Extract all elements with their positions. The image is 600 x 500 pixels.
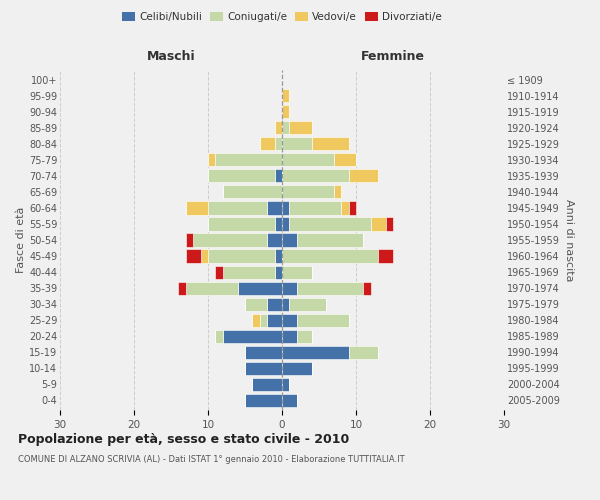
Bar bbox=[282, 330, 297, 343]
Bar bbox=[275, 121, 282, 134]
Bar bbox=[282, 282, 297, 294]
Bar bbox=[245, 362, 282, 375]
Bar bbox=[260, 314, 267, 327]
Bar bbox=[282, 314, 297, 327]
Bar bbox=[282, 105, 289, 118]
Bar bbox=[215, 153, 282, 166]
Bar bbox=[253, 378, 282, 391]
Bar bbox=[253, 314, 260, 327]
Bar bbox=[289, 218, 371, 230]
Bar bbox=[275, 250, 282, 262]
Text: Popolazione per età, sesso e stato civile - 2010: Popolazione per età, sesso e stato civil… bbox=[18, 432, 349, 446]
Text: Maschi: Maschi bbox=[146, 50, 196, 63]
Bar bbox=[282, 346, 349, 359]
Bar bbox=[282, 89, 289, 102]
Bar bbox=[282, 137, 311, 150]
Bar bbox=[267, 202, 282, 214]
Bar bbox=[378, 250, 393, 262]
Bar bbox=[349, 346, 378, 359]
Bar bbox=[297, 282, 364, 294]
Bar bbox=[215, 266, 223, 278]
Bar bbox=[267, 298, 282, 310]
Bar bbox=[282, 202, 289, 214]
Bar bbox=[282, 170, 349, 182]
Bar bbox=[349, 170, 378, 182]
Bar bbox=[282, 378, 289, 391]
Text: COMUNE DI ALZANO SCRIVIA (AL) - Dati ISTAT 1° gennaio 2010 - Elaborazione TUTTIT: COMUNE DI ALZANO SCRIVIA (AL) - Dati IST… bbox=[18, 456, 404, 464]
Bar bbox=[245, 298, 267, 310]
Bar bbox=[289, 202, 341, 214]
Bar bbox=[282, 266, 311, 278]
Text: Femmine: Femmine bbox=[361, 50, 425, 63]
Bar bbox=[223, 330, 282, 343]
Bar bbox=[223, 266, 275, 278]
Bar bbox=[275, 170, 282, 182]
Bar bbox=[386, 218, 393, 230]
Bar bbox=[282, 186, 334, 198]
Bar bbox=[208, 250, 275, 262]
Bar bbox=[297, 330, 311, 343]
Bar bbox=[223, 186, 282, 198]
Bar bbox=[282, 234, 297, 246]
Bar bbox=[186, 250, 200, 262]
Bar bbox=[311, 137, 349, 150]
Bar bbox=[282, 394, 297, 407]
Bar bbox=[289, 298, 326, 310]
Bar bbox=[238, 282, 282, 294]
Bar bbox=[260, 137, 275, 150]
Bar bbox=[267, 314, 282, 327]
Bar bbox=[282, 153, 334, 166]
Bar bbox=[208, 170, 275, 182]
Bar bbox=[289, 121, 311, 134]
Bar bbox=[186, 234, 193, 246]
Bar bbox=[200, 250, 208, 262]
Bar bbox=[208, 202, 267, 214]
Bar bbox=[341, 202, 349, 214]
Legend: Celibi/Nubili, Coniugati/e, Vedovi/e, Divorziati/e: Celibi/Nubili, Coniugati/e, Vedovi/e, Di… bbox=[118, 8, 446, 26]
Bar bbox=[282, 362, 311, 375]
Bar bbox=[245, 346, 282, 359]
Bar bbox=[349, 202, 356, 214]
Bar bbox=[282, 298, 289, 310]
Bar bbox=[178, 282, 186, 294]
Bar bbox=[267, 234, 282, 246]
Bar bbox=[297, 314, 349, 327]
Bar bbox=[297, 234, 364, 246]
Bar bbox=[275, 266, 282, 278]
Bar bbox=[282, 250, 378, 262]
Y-axis label: Anni di nascita: Anni di nascita bbox=[563, 198, 574, 281]
Bar bbox=[364, 282, 371, 294]
Bar bbox=[275, 137, 282, 150]
Bar bbox=[186, 282, 238, 294]
Bar bbox=[371, 218, 386, 230]
Bar bbox=[245, 394, 282, 407]
Bar bbox=[193, 234, 267, 246]
Bar bbox=[186, 202, 208, 214]
Bar bbox=[208, 153, 215, 166]
Y-axis label: Fasce di età: Fasce di età bbox=[16, 207, 26, 273]
Bar bbox=[208, 218, 275, 230]
Bar bbox=[215, 330, 223, 343]
Bar bbox=[334, 153, 356, 166]
Bar bbox=[275, 218, 282, 230]
Bar bbox=[334, 186, 341, 198]
Bar bbox=[282, 121, 289, 134]
Bar bbox=[282, 218, 289, 230]
